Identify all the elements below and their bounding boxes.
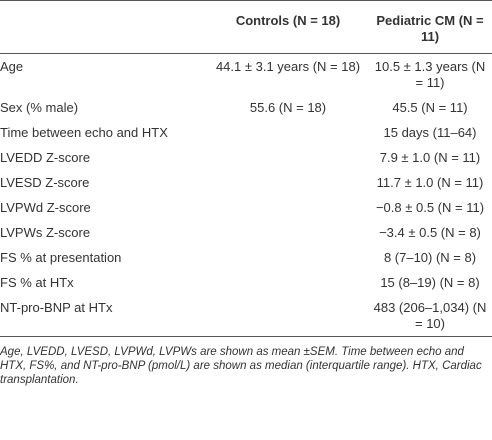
row-label: NT-pro-BNP at HTx	[0, 300, 113, 315]
cell: 8 (7–10) (N = 8)	[383, 250, 477, 265]
table-header: Controls (N = 18) Pediatric CM (N = 11)	[0, 0, 492, 54]
cell	[208, 170, 368, 195]
table-row: LVEDD Z-score 7.9 ± 1.0 (N = 11)	[0, 145, 492, 170]
table-row: FS % at HTx 15 (8–19) (N = 8)	[0, 270, 492, 295]
cell: 15 (8–19) (N = 8)	[380, 275, 480, 290]
cell: 11.7 ± 1.0 (N = 11)	[376, 175, 484, 190]
cell	[208, 195, 368, 220]
row-label: Sex (% male)	[0, 100, 79, 115]
cell	[208, 245, 368, 270]
data-table: Controls (N = 18) Pediatric CM (N = 11) A…	[0, 0, 492, 337]
table-row: LVPWd Z-score −0.8 ± 0.5 (N = 11)	[0, 195, 492, 220]
cell	[208, 270, 368, 295]
row-label: LVEDD Z-score	[0, 150, 91, 165]
cell: 483 (206–1,034) (N = 10)	[373, 300, 487, 331]
cell: 15 days (11–64)	[383, 125, 477, 140]
cell	[208, 120, 368, 145]
cell: 44.1 ± 3.1 years (N = 18)	[215, 59, 361, 74]
row-label: FS % at presentation	[0, 250, 122, 265]
table-row: FS % at presentation 8 (7–10) (N = 8)	[0, 245, 492, 270]
header-cell: Pediatric CM (N = 11)	[376, 13, 484, 44]
table-row: Time between echo and HTX 15 days (11–64)	[0, 120, 492, 145]
table-row: Sex (% male) 55.6 (N = 18) 45.5 (N = 11)	[0, 95, 492, 120]
table-row: LVESD Z-score 11.7 ± 1.0 (N = 11)	[0, 170, 492, 195]
row-label: LVPWd Z-score	[0, 200, 91, 215]
table-row: LVPWs Z-score −3.4 ± 0.5 (N = 8)	[0, 220, 492, 245]
cell: 55.6 (N = 18)	[249, 100, 327, 115]
cell: 7.9 ± 1.0 (N = 11)	[379, 150, 481, 165]
row-label: Time between echo and HTX	[0, 125, 168, 140]
cell	[208, 145, 368, 170]
row-label: LVESD Z-score	[0, 175, 90, 190]
cell: 10.5 ± 1.3 years (N = 11)	[374, 59, 486, 90]
table-row: Age 44.1 ± 3.1 years (N = 18) 10.5 ± 1.3 y…	[0, 54, 492, 96]
header-row: Controls (N = 18) Pediatric CM (N = 11)	[0, 0, 492, 54]
footnote: Age, LVEDD, LVESD, LVPWd, LVPWs are show…	[0, 346, 482, 386]
table-row: NT-pro-BNP at HTx 483 (206–1,034) (N = 10…	[0, 295, 492, 337]
cell: −3.4 ± 0.5 (N = 8)	[379, 225, 481, 240]
header-cell: Controls (N = 18)	[235, 13, 341, 28]
row-label: FS % at HTx	[0, 275, 74, 290]
table-body: Age 44.1 ± 3.1 years (N = 18) 10.5 ± 1.3 y…	[0, 54, 492, 337]
cell	[208, 295, 368, 337]
header-cell	[0, 1, 208, 54]
row-label: LVPWs Z-score	[0, 225, 91, 240]
cell: 45.5 (N = 11)	[392, 100, 468, 115]
row-label: Age	[0, 59, 24, 74]
cell	[208, 220, 368, 245]
cell: −0.8 ± 0.5 (N = 11)	[375, 200, 485, 215]
